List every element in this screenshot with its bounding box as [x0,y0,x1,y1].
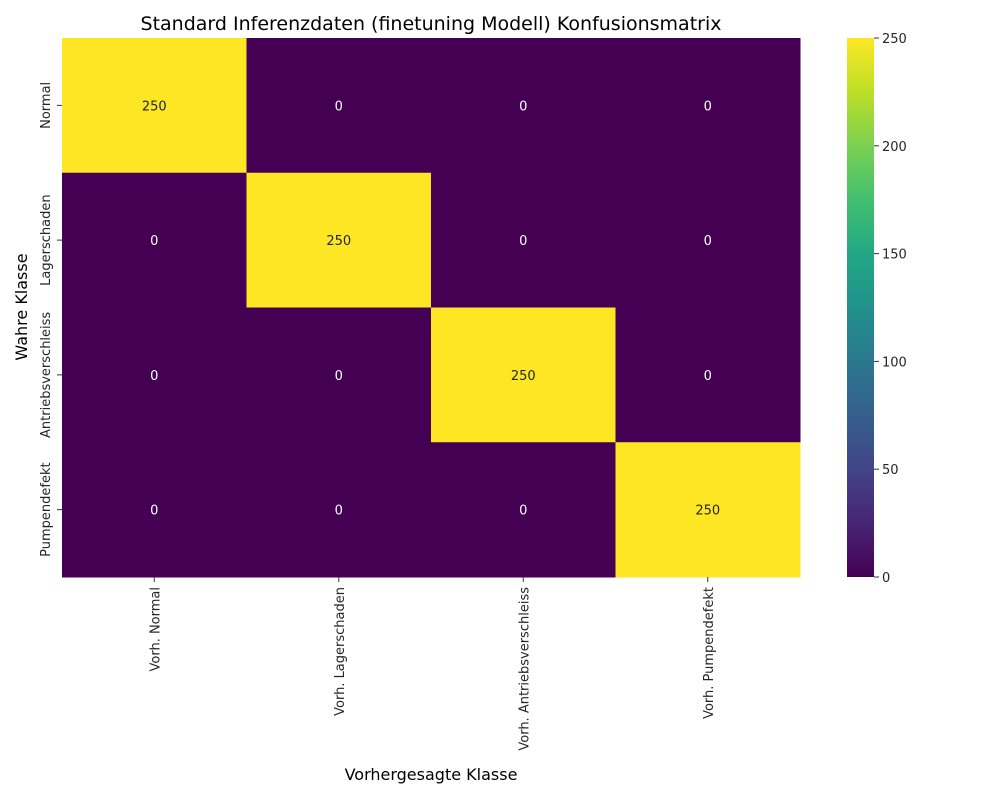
cell-value-label: 0 [519,504,527,519]
cell-value-label: 0 [519,99,527,114]
y-tick-label: Normal [39,82,54,129]
heatmap-cell [62,307,247,443]
x-tick-label: Vorh. Lagerschaden [333,587,348,716]
x-tick-label: Vorh. Pumpendefekt [702,587,717,719]
cell-value-label: 250 [511,369,536,384]
chart-title: Standard Inferenzdaten (finetuning Model… [141,13,722,35]
heatmap-cell [246,442,432,578]
colorbar-tick-label: 50 [882,463,899,478]
x-tick-labels: Vorh. Normal Vorh. Lagerschaden Vorh. Antr… [148,577,717,751]
cell-value-label: 0 [150,504,158,519]
cell-value-label: 0 [335,369,343,384]
y-tick-label: Pumpendefekt [39,462,54,556]
colorbar-tick-label: 0 [882,571,890,586]
cell-value-label: 0 [704,234,712,249]
cell-value-label: 0 [519,234,527,249]
heatmap-cell [62,38,247,174]
colorbar-tick-label: 250 [882,32,907,47]
heatmap-cell [431,307,616,443]
heatmap-cells: 250 0 0 0 0 250 0 0 0 0 250 0 0 0 0 250 [62,38,801,578]
heatmap-cell [62,172,247,308]
y-tick-label: Lagerschaden [39,194,54,285]
heatmap-cell [615,307,801,443]
cell-value-label: 0 [335,99,343,114]
heatmap-cell [246,307,432,443]
colorbar-tick-label: 150 [882,248,907,263]
colorbar-tick-label: 200 [882,140,907,155]
cell-value-label: 250 [695,504,720,519]
heatmap-cell [246,172,432,308]
cell-value-label: 0 [704,369,712,384]
heatmap-cell [615,442,801,578]
x-tick-label: Vorh. Normal [148,587,163,672]
cell-value-label: 0 [704,99,712,114]
heatmap-cell [615,38,801,174]
heatmap-cell [62,442,247,578]
colorbar-ticks: 0 50 100 150 200 250 [874,32,907,586]
x-axis-title: Vorhergesagte Klasse [345,765,518,784]
heatmap-cell [431,442,616,578]
heatmap-cell [246,38,432,174]
y-tick-labels: Normal Lagerschaden Antriebsverschleiss Pum… [39,82,62,557]
y-axis-title: Wahre Klasse [12,253,31,360]
heatmap-cell [431,172,616,308]
cell-value-label: 0 [335,504,343,519]
x-tick-label: Vorh. Antriebsverschleiss [517,587,532,751]
heatmap-cell [431,38,616,174]
heatmap-cell [615,172,801,308]
cell-value-label: 250 [326,234,351,249]
cell-value-label: 0 [150,234,158,249]
cell-value-label: 0 [150,369,158,384]
colorbar-tick-label: 100 [882,355,907,370]
y-tick-label: Antriebsverschleiss [39,312,54,438]
colorbar [847,38,874,577]
cell-value-label: 250 [142,99,167,114]
